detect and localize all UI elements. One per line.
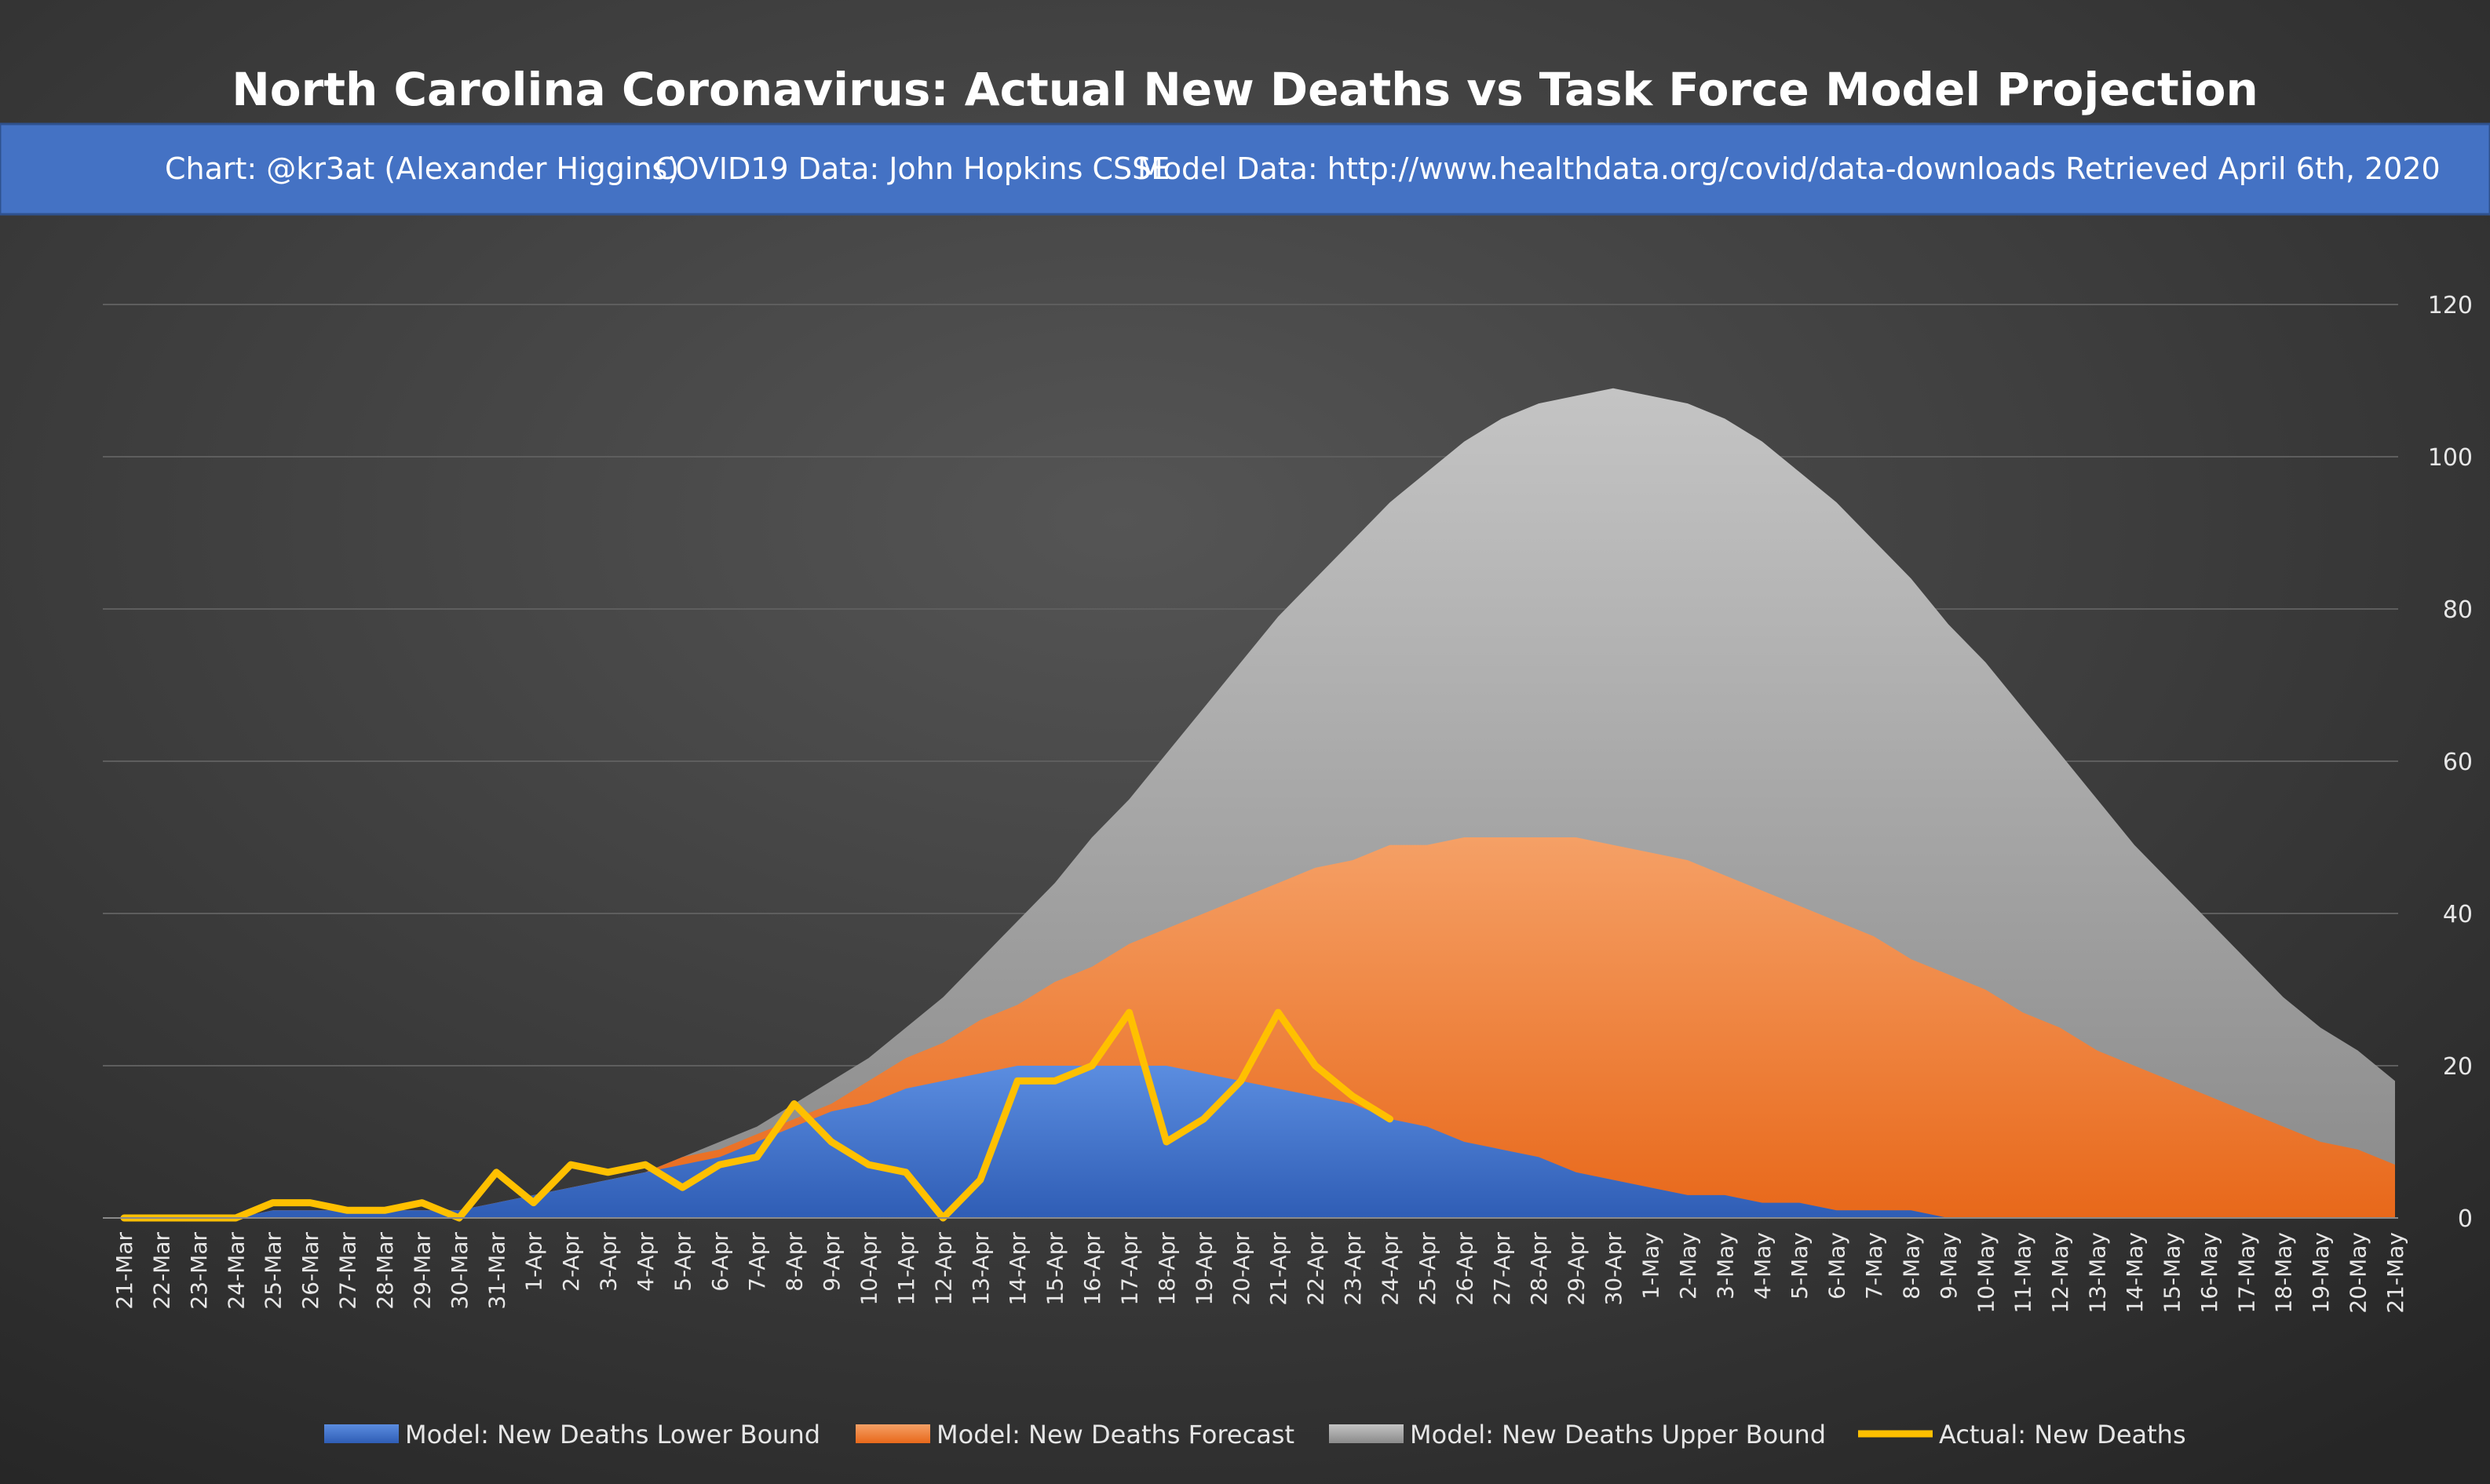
x-tick-label: 22-Apr bbox=[1303, 1232, 1329, 1306]
legend-swatch bbox=[324, 1424, 399, 1443]
x-tick-label: 18-May bbox=[2271, 1232, 2297, 1314]
legend-label: Model: New Deaths Forecast bbox=[936, 1420, 1294, 1449]
subtitle-band bbox=[0, 122, 2490, 216]
x-tick-label: 15-Apr bbox=[1042, 1232, 1068, 1306]
x-tick-label: 14-May bbox=[2122, 1232, 2148, 1314]
x-tick-label: 12-Apr bbox=[930, 1232, 956, 1306]
y-tick-label: 60 bbox=[2443, 749, 2473, 776]
x-tick-label: 24-Mar bbox=[223, 1232, 249, 1310]
subtitle: Chart: @kr3at (Alexander Higgins) bbox=[165, 151, 679, 186]
x-tick-label: 1-May bbox=[1637, 1232, 1663, 1300]
x-tick-label: 7-May bbox=[1861, 1232, 1887, 1300]
x-tick-label: 8-Apr bbox=[782, 1232, 808, 1292]
x-tick-label: 20-Apr bbox=[1229, 1232, 1254, 1306]
x-tick-label: 6-May bbox=[1824, 1232, 1850, 1300]
x-tick-label: 11-Apr bbox=[893, 1232, 919, 1306]
y-tick-label: 100 bbox=[2428, 444, 2473, 472]
x-tick-label: 14-Apr bbox=[1005, 1232, 1031, 1306]
x-tick-label: 13-Apr bbox=[968, 1232, 994, 1306]
x-tick-label: 19-Apr bbox=[1191, 1232, 1217, 1306]
x-tick-label: 4-Apr bbox=[633, 1232, 659, 1292]
x-tick-label: 21-Mar bbox=[111, 1232, 137, 1310]
x-tick-label: 31-Mar bbox=[484, 1232, 509, 1310]
legend-swatch bbox=[856, 1424, 930, 1443]
x-tick-label: 10-Apr bbox=[856, 1232, 882, 1306]
x-tick-label: 29-Apr bbox=[1564, 1232, 1590, 1306]
x-tick-label: 2-Apr bbox=[558, 1232, 584, 1292]
x-tick-label: 17-May bbox=[2233, 1232, 2259, 1314]
x-tick-label: 26-Apr bbox=[1451, 1232, 1477, 1306]
y-tick-label: 40 bbox=[2443, 901, 2473, 928]
x-tick-label: 25-Apr bbox=[1415, 1232, 1440, 1306]
x-tick-label: 6-Apr bbox=[707, 1232, 733, 1292]
x-tick-label: 15-May bbox=[2159, 1232, 2185, 1314]
y-tick-label: 20 bbox=[2443, 1053, 2473, 1081]
x-tick-label: 27-Mar bbox=[335, 1232, 361, 1310]
x-tick-label: 22-Mar bbox=[148, 1232, 174, 1310]
x-tick-label: 11-May bbox=[2010, 1232, 2036, 1314]
x-tick-label: 23-Mar bbox=[186, 1232, 212, 1310]
x-tick-label: 30-Apr bbox=[1601, 1232, 1627, 1306]
x-tick-label: 7-Apr bbox=[744, 1232, 770, 1292]
x-tick-label: 2-May bbox=[1675, 1232, 1701, 1300]
area bbox=[124, 837, 2395, 1218]
x-tick-label: 26-Mar bbox=[298, 1232, 323, 1310]
chart-title: North Carolina Coronavirus: Actual New D… bbox=[232, 63, 2258, 116]
x-tick-label: 3-May bbox=[1712, 1232, 1738, 1300]
x-tick-label: 10-May bbox=[1973, 1232, 1999, 1314]
legend-label: Model: New Deaths Upper Bound bbox=[1410, 1420, 1826, 1449]
x-tick-label: 4-May bbox=[1750, 1232, 1776, 1300]
x-tick-label: 3-Apr bbox=[596, 1232, 622, 1292]
x-tick-label: 1-Apr bbox=[521, 1232, 547, 1292]
x-tick-label: 19-May bbox=[2308, 1232, 2334, 1314]
x-tick-label: 18-Apr bbox=[1154, 1232, 1180, 1306]
x-tick-label: 16-May bbox=[2196, 1232, 2222, 1314]
legend-label: Model: New Deaths Lower Bound bbox=[405, 1420, 820, 1449]
x-tick-label: 29-Mar bbox=[409, 1232, 435, 1310]
x-tick-label: 28-Apr bbox=[1526, 1232, 1552, 1306]
x-tick-label: 24-Apr bbox=[1377, 1232, 1403, 1306]
x-tick-label: 5-Apr bbox=[670, 1232, 696, 1292]
x-tick-label: 30-Mar bbox=[447, 1232, 473, 1310]
x-tick-label: 12-May bbox=[2047, 1232, 2073, 1314]
x-tick-label: 20-May bbox=[2346, 1232, 2371, 1314]
y-tick-label: 0 bbox=[2458, 1205, 2473, 1233]
legend-swatch bbox=[1329, 1424, 1404, 1443]
x-tick-label: 9-Apr bbox=[819, 1232, 845, 1292]
x-tick-label: 8-May bbox=[1898, 1232, 1924, 1300]
x-tick-label: 27-Apr bbox=[1489, 1232, 1515, 1306]
x-tick-label: 23-Apr bbox=[1340, 1232, 1366, 1306]
x-tick-label: 9-May bbox=[1936, 1232, 1962, 1300]
legend-label: Actual: New Deaths bbox=[1939, 1420, 2186, 1449]
y-tick-label: 120 bbox=[2428, 292, 2473, 319]
x-tick-label: 21-May bbox=[2382, 1232, 2408, 1314]
x-tick-label: 5-May bbox=[1787, 1232, 1813, 1300]
x-tick-label: 17-Apr bbox=[1117, 1232, 1143, 1306]
x-tick-label: 21-Apr bbox=[1265, 1232, 1291, 1306]
y-tick-label: 80 bbox=[2443, 596, 2473, 624]
x-tick-label: 28-Mar bbox=[372, 1232, 398, 1310]
x-tick-label: 25-Mar bbox=[261, 1232, 287, 1310]
line bbox=[120, 1008, 1393, 1222]
x-tick-label: 16-Apr bbox=[1079, 1232, 1105, 1306]
subtitle: Model Data: http://www.healthdata.org/co… bbox=[1137, 151, 2441, 186]
subtitle: COVID19 Data: John Hopkins CSSE bbox=[655, 151, 1170, 186]
x-tick-label: 13-May bbox=[2085, 1232, 2111, 1314]
